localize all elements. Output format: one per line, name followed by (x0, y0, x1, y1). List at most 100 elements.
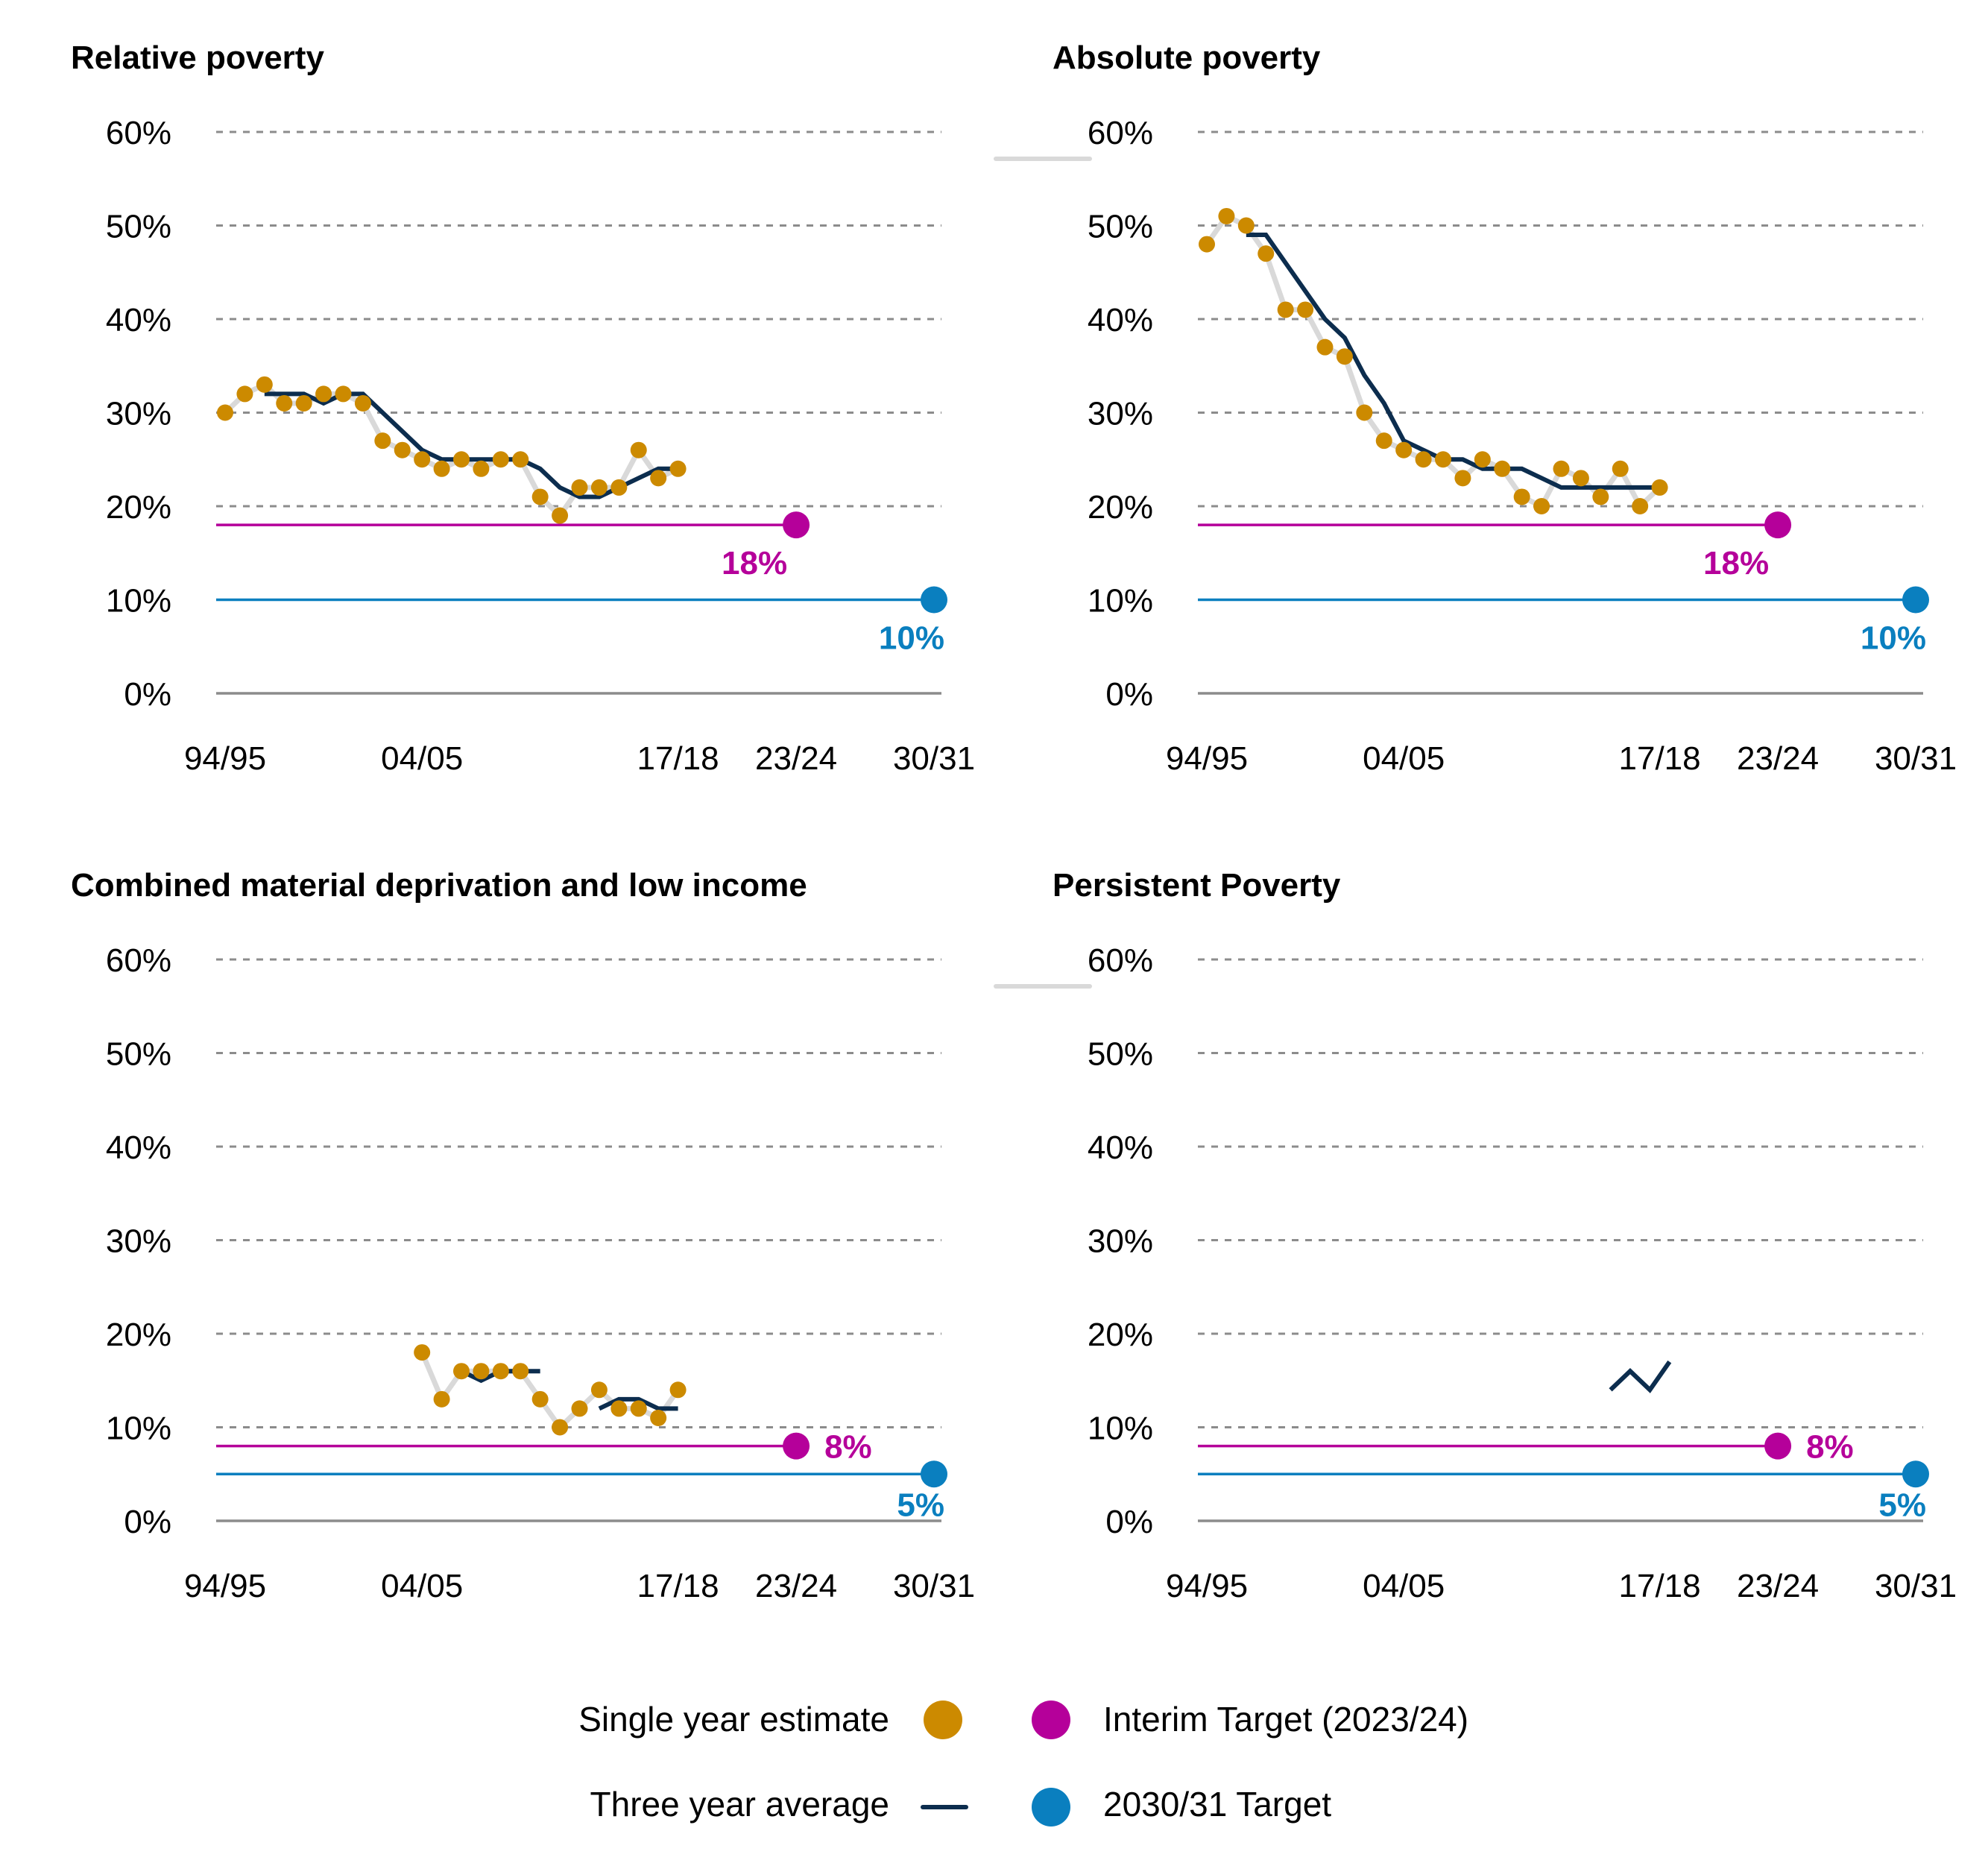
single-year-connector (223, 382, 680, 519)
interim-target-label: 18% (1703, 545, 1769, 581)
single-year-point (473, 460, 490, 477)
y-tick-label: 0% (1105, 1504, 1153, 1540)
single-year-point (315, 385, 332, 403)
y-tick-label: 40% (106, 302, 171, 338)
single-year-point (1435, 451, 1451, 468)
y-tick-label: 60% (106, 115, 171, 151)
x-tick-label: 04/05 (381, 1568, 463, 1604)
x-tick-label: 94/95 (184, 740, 266, 777)
single-year-point (295, 394, 312, 412)
single-year-point (1415, 451, 1432, 468)
interim-target-marker (783, 511, 810, 539)
interim-target-marker (1764, 511, 1792, 539)
final-target-marker (921, 1460, 947, 1488)
y-tick-label: 40% (1088, 1129, 1153, 1166)
three-year-average-line (598, 1396, 678, 1411)
y-tick-label: 20% (1088, 1317, 1153, 1353)
single-year-point (414, 451, 431, 468)
single-year-point (512, 1363, 529, 1380)
panel-2: Absolute poverty 0% 10% 20% 30% 40% 50% 60% 94/9… (1053, 40, 1957, 777)
single-year-point (1553, 460, 1570, 477)
x-tick-label: 94/95 (184, 1568, 266, 1604)
legend-target-label: 2030/31 Target (1103, 1785, 1331, 1824)
interim-target-label: 18% (722, 545, 787, 581)
single-year-point (1651, 479, 1668, 496)
y-tick-label: 0% (1105, 676, 1153, 713)
single-year-point (1316, 338, 1334, 356)
x-tick-label: 94/95 (1166, 1568, 1248, 1604)
final-target-marker (921, 586, 947, 614)
legend-single-label: Single year estimate (578, 1700, 889, 1739)
single-year-point (1336, 348, 1353, 365)
y-tick-label: 0% (124, 676, 171, 713)
x-tick-label: 17/18 (637, 1568, 719, 1604)
y-tick-label: 10% (106, 1411, 171, 1447)
single-year-point (492, 1363, 509, 1380)
x-tick-label: 23/24 (755, 1568, 837, 1604)
single-year-point (1474, 451, 1491, 468)
single-year-point (433, 1390, 450, 1408)
y-tick-label: 40% (106, 1129, 171, 1166)
interim-target-marker (1764, 1432, 1792, 1460)
y-tick-label: 10% (106, 583, 171, 620)
y-tick-label: 50% (106, 1036, 171, 1073)
x-tick-label: 23/24 (1737, 1568, 1819, 1604)
x-tick-label: 17/18 (637, 740, 719, 777)
panel-3: Combined material deprivation and low in… (71, 867, 975, 1604)
single-year-point (433, 460, 450, 477)
chart-panels: Relative poverty 0% 10% 20% 30% 40% 50% 60% 94/9… (71, 40, 1957, 1604)
y-tick-label: 20% (106, 489, 171, 526)
x-tick-label: 23/24 (755, 740, 837, 777)
single-year-point (1612, 460, 1629, 477)
x-tick-label: 94/95 (1166, 740, 1248, 777)
y-tick-label: 30% (1088, 396, 1153, 432)
single-year-point (394, 441, 411, 458)
single-year-point (1533, 498, 1550, 514)
y-tick-label: 0% (124, 1504, 171, 1540)
legend: Single year estimate Three year average … (578, 1700, 1468, 1827)
single-year-point (256, 376, 273, 393)
x-tick-label: 04/05 (1363, 1568, 1445, 1604)
y-tick-label: 50% (1088, 1036, 1153, 1073)
single-year-point (1454, 470, 1471, 487)
single-year-point (1395, 441, 1413, 458)
legend-target-marker (1032, 1788, 1070, 1827)
single-year-point (217, 404, 233, 421)
final-target-marker (1902, 1460, 1929, 1488)
x-tick-label: 30/31 (893, 1568, 975, 1604)
interim-target-label: 8% (824, 1429, 872, 1466)
y-tick-label: 10% (1088, 583, 1153, 620)
final-target-label: 5% (897, 1487, 944, 1523)
single-year-point (374, 432, 391, 450)
single-year-point (610, 479, 628, 496)
x-tick-label: 30/31 (893, 740, 975, 777)
single-year-point (531, 1390, 549, 1408)
panel-title: Persistent Poverty (1053, 867, 1341, 904)
y-tick-label: 10% (1088, 1411, 1153, 1447)
single-year-point (1218, 207, 1235, 224)
single-year-point (354, 394, 371, 412)
single-year-point (1632, 498, 1649, 514)
single-year-connector (1205, 213, 1662, 509)
y-tick-label: 30% (1088, 1223, 1153, 1260)
interim-target-marker (783, 1432, 810, 1460)
x-tick-label: 30/31 (1875, 740, 1957, 777)
y-tick-label: 60% (1088, 115, 1153, 151)
single-year-point (1356, 404, 1373, 421)
single-year-point (473, 1363, 490, 1380)
single-year-point (335, 385, 352, 403)
single-year-point (590, 1381, 608, 1399)
single-year-point (650, 1409, 667, 1426)
final-target-label: 10% (1861, 620, 1926, 657)
y-tick-label: 30% (106, 1223, 171, 1260)
single-year-point (669, 460, 687, 477)
single-year-point (590, 479, 608, 496)
three-year-average-line (1609, 1360, 1672, 1393)
single-year-point (571, 479, 588, 496)
single-year-point (236, 385, 253, 403)
single-year-point (1513, 488, 1530, 505)
final-target-label: 5% (1878, 1487, 1926, 1523)
x-tick-label: 17/18 (1619, 1568, 1701, 1604)
single-year-point (1375, 432, 1392, 450)
